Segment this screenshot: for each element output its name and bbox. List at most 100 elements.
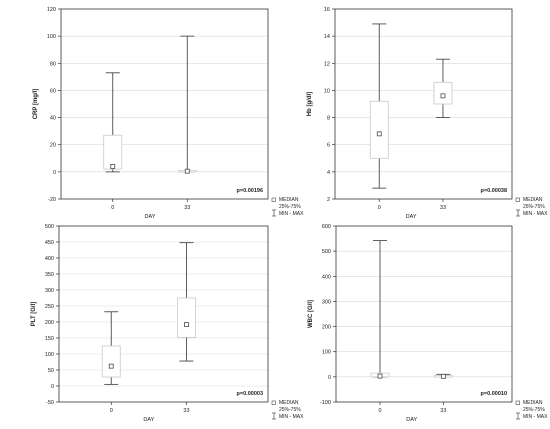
median-marker (184, 322, 189, 327)
x-axis-label: DAY (143, 417, 154, 423)
legend-median-icon (515, 400, 520, 405)
y-tick-label: 10 (324, 88, 330, 94)
median-marker (440, 93, 446, 99)
legend-range-label: MIN - MAX (523, 211, 548, 217)
x-axis-label: DAY (406, 214, 417, 220)
y-tick-label: 100 (47, 34, 56, 40)
y-tick-label: 400 (45, 256, 54, 262)
y-tick-label: 500 (45, 224, 54, 230)
y-tick-label: 200 (45, 320, 54, 326)
y-tick-label: 50 (48, 368, 54, 374)
legend-iqr-label: 25%-75% (523, 407, 545, 413)
box-day-0 (103, 72, 123, 173)
p-value-annotation: p=0.00038 (481, 188, 507, 194)
plot-frame (60, 8, 269, 200)
box-day-33 (433, 58, 453, 119)
y-tick-label: 450 (45, 240, 54, 246)
y-axis-label: WBC [G/l] (308, 300, 314, 328)
median-marker (440, 373, 446, 379)
legend-iqr-label: 25%-75% (523, 204, 545, 210)
y-tick-label: 8 (327, 116, 330, 122)
x-axis-label: DAY (145, 214, 156, 220)
median-marker (110, 164, 116, 169)
y-tick-label: 500 (322, 249, 331, 255)
x-tick-label: 33 (440, 205, 446, 211)
box-day-0 (369, 23, 389, 189)
y-tick-label: 2 (327, 197, 330, 203)
median-marker (376, 131, 382, 137)
median-marker (108, 363, 114, 369)
box-day-0 (370, 240, 390, 379)
plot-area (59, 226, 268, 402)
x-tick-label: 33 (184, 205, 190, 211)
y-tick-label: 60 (50, 88, 56, 94)
y-tick-label: -50 (46, 400, 54, 406)
legend-median-label: MEDIAN (279, 400, 299, 406)
y-tick-label: 400 (322, 274, 331, 280)
plot-frame (334, 8, 513, 200)
box-day-33 (433, 373, 453, 379)
legend-range-label: MIN - MAX (279, 414, 304, 420)
x-tick-label: 0 (110, 408, 113, 414)
panel-1: -20 0 20 40 60 80 100 120 0 33 DAY CRP [mg/l] p=0.00… (33, 7, 304, 220)
x-tick-label: 0 (378, 408, 381, 414)
iqr-box (103, 134, 123, 170)
median-marker (184, 168, 190, 174)
legend-range-label: MIN - MAX (523, 414, 548, 420)
y-tick-label: 16 (324, 7, 330, 13)
panel-4: -100 0 100 200 300 400 500 600 0 33 DAY WBC [G/l] p=… (308, 224, 548, 423)
iqr-box (101, 345, 121, 378)
box-day-33 (177, 35, 197, 174)
y-axis-label: PLT [G/l] (31, 302, 37, 327)
box-day-0 (101, 311, 121, 385)
y-tick-label: 0 (328, 375, 331, 381)
iqr-box (177, 297, 196, 338)
p-value-annotation: p=0.00010 (481, 391, 507, 397)
y-tick-label: 300 (322, 299, 331, 305)
p-value-annotation: p=0.00003 (237, 391, 263, 397)
p-value-annotation: p=0.00196 (237, 188, 263, 194)
y-tick-label: 300 (45, 288, 54, 294)
plot-area (335, 9, 512, 199)
median-marker (377, 373, 383, 379)
y-tick-label: -20 (48, 197, 56, 203)
panel-3: -50 0 50 100 150 200 250 300 350 400 450 500 0 33 DAY P… (31, 224, 304, 423)
y-axis-label: Hb [g/dl] (307, 92, 313, 116)
y-tick-label: 600 (322, 224, 331, 230)
y-tick-label: -100 (320, 400, 331, 406)
y-tick-label: 100 (45, 352, 54, 358)
y-tick-label: 4 (327, 170, 330, 176)
x-tick-label: 33 (440, 408, 446, 414)
y-tick-label: 0 (53, 170, 56, 176)
plot-frame (58, 225, 269, 403)
legend-median-icon (271, 197, 276, 202)
legend-median-icon (515, 197, 520, 202)
legend-range-label: MIN - MAX (279, 211, 304, 217)
y-tick-label: 100 (322, 350, 331, 356)
y-tick-label: 200 (322, 325, 331, 331)
plot-area (336, 226, 512, 402)
x-tick-label: 33 (183, 408, 189, 414)
y-tick-label: 0 (51, 384, 54, 390)
y-tick-label: 12 (324, 61, 330, 67)
y-tick-label: 350 (45, 272, 54, 278)
x-tick-label: 0 (378, 205, 381, 211)
y-tick-label: 14 (324, 34, 330, 40)
legend-median-label: MEDIAN (523, 197, 543, 203)
x-axis-label: DAY (406, 417, 417, 423)
y-tick-label: 120 (47, 7, 56, 13)
y-tick-label: 20 (50, 143, 56, 149)
y-tick-label: 80 (50, 61, 56, 67)
y-tick-label: 40 (50, 116, 56, 122)
panel-2: 2 4 6 8 10 12 14 16 0 33 DAY Hb [g/dl] p=0.00038 MEDI… (307, 7, 548, 220)
y-tick-label: 150 (45, 336, 54, 342)
y-tick-label: 250 (45, 304, 54, 310)
box-day-33 (177, 242, 196, 362)
x-tick-label: 0 (111, 205, 114, 211)
legend-median-label: MEDIAN (523, 400, 543, 406)
iqr-box (369, 100, 389, 159)
